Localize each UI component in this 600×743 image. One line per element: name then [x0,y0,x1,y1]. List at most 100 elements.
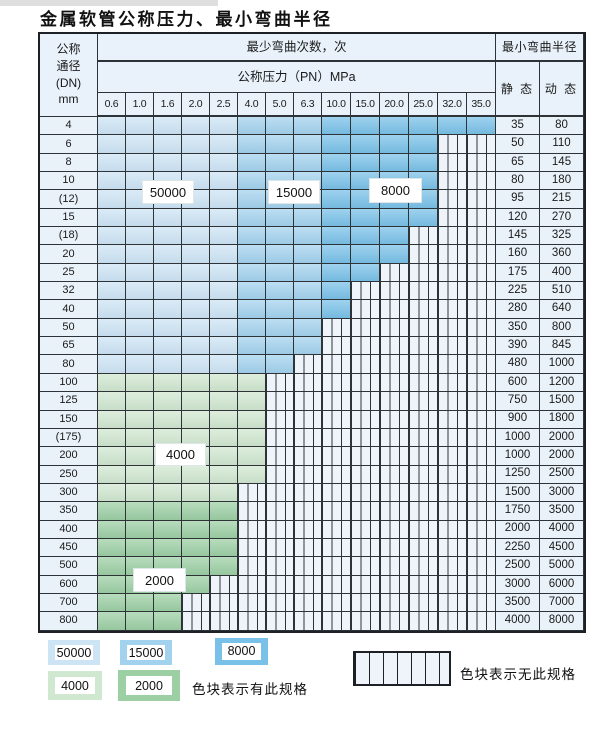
no-spec-cell [351,538,380,558]
no-spec-cell [322,410,351,429]
spec-cell [98,282,126,301]
spec-cell [238,447,266,466]
no-spec-cell [351,337,380,356]
no-spec-cell [409,300,438,319]
no-spec-cell [409,410,438,429]
spec-cell [182,227,210,246]
no-spec-cell [467,245,496,264]
static-value-cell: 225 [495,282,540,301]
dynamic-value-cell: 3500 [540,502,584,521]
legend-swatch-50000: 50000 [48,640,100,665]
no-spec-cell [294,575,322,594]
spec-cell [154,502,182,521]
dynamic-value-cell: 1000 [540,355,584,374]
no-spec-cell [409,465,438,484]
dn-cell: (175) [40,428,98,448]
spec-cell [98,117,126,136]
dynamic-value-cell: 215 [540,190,584,209]
spec-cell [154,392,182,411]
no-spec-cell [351,428,380,448]
no-spec-cell [467,318,496,338]
no-spec-cell [351,373,380,393]
no-spec-cell [351,502,380,521]
dn-cell: 350 [40,502,98,521]
static-value-cell: 1500 [495,483,540,503]
no-spec-cell [322,520,351,539]
spec-cell [98,318,126,338]
no-spec-cell [294,593,322,613]
spec-cell [126,355,154,374]
no-spec-cell [438,447,467,466]
dn-cell: 8 [40,153,98,173]
spec-cell [98,447,126,466]
spec-cell [210,300,238,319]
spec-cell [126,208,154,228]
dynamic-value-cell: 2500 [540,465,584,484]
dn-cell: 200 [40,447,98,466]
no-spec-cell [210,593,238,613]
spec-cell [322,300,351,319]
spec-cell [322,117,351,136]
no-spec-cell [322,575,351,594]
spec-cell [210,428,238,448]
no-spec-cell [238,593,266,613]
spec-cell [238,190,266,209]
no-spec-cell [467,172,496,191]
dynamic-value-cell: 400 [540,263,584,283]
no-spec-cell [467,483,496,503]
spec-cell [182,392,210,411]
no-spec-note: 色块表示无此规格 [460,667,576,682]
spec-cell [126,520,154,539]
no-spec-swatch [353,651,451,686]
no-spec-cell [351,355,380,374]
no-spec-cell [438,337,467,356]
static-value-cell: 280 [495,300,540,319]
spec-cell [409,117,438,136]
spec-cell [210,410,238,429]
spec-cell [238,392,266,411]
static-value-cell: 600 [495,373,540,393]
spec-cell [154,355,182,374]
no-spec-cell [266,410,294,429]
spec-cell [294,245,322,264]
spec-cell [210,483,238,503]
no-spec-cell [467,520,496,539]
spec-cell [154,337,182,356]
no-spec-cell [266,465,294,484]
spec-cell [126,502,154,521]
no-spec-cell [266,373,294,393]
no-spec-cell [322,318,351,338]
spec-cell [98,428,126,448]
spec-cell [266,355,294,374]
no-spec-cell [467,410,496,429]
no-spec-cell [210,612,238,631]
no-spec-cell [409,263,438,283]
no-spec-cell [467,538,496,558]
no-spec-cell [294,428,322,448]
dynamic-value-cell: 180 [540,172,584,191]
no-spec-cell [438,575,467,594]
spec-cell [210,337,238,356]
no-spec-cell [467,575,496,594]
no-spec-cell [294,392,322,411]
spec-cell [380,245,409,264]
no-spec-cell [351,483,380,503]
spec-cell [294,135,322,154]
no-spec-cell [438,190,467,209]
spec-cell [126,300,154,319]
dn-cell: 125 [40,392,98,411]
no-spec-cell [438,373,467,393]
spec-cell [182,117,210,136]
spec-cell [351,263,380,283]
dynamic-value-cell: 8000 [540,612,584,631]
no-spec-cell [210,575,238,594]
spec-cell [154,612,182,631]
spec-cell [210,117,238,136]
no-spec-cell [238,612,266,631]
spec-cell [238,117,266,136]
spec-cell [294,263,322,283]
no-spec-cell [294,502,322,521]
spec-cell [182,135,210,154]
spec-cell [98,593,126,613]
spec-cell [126,447,154,466]
